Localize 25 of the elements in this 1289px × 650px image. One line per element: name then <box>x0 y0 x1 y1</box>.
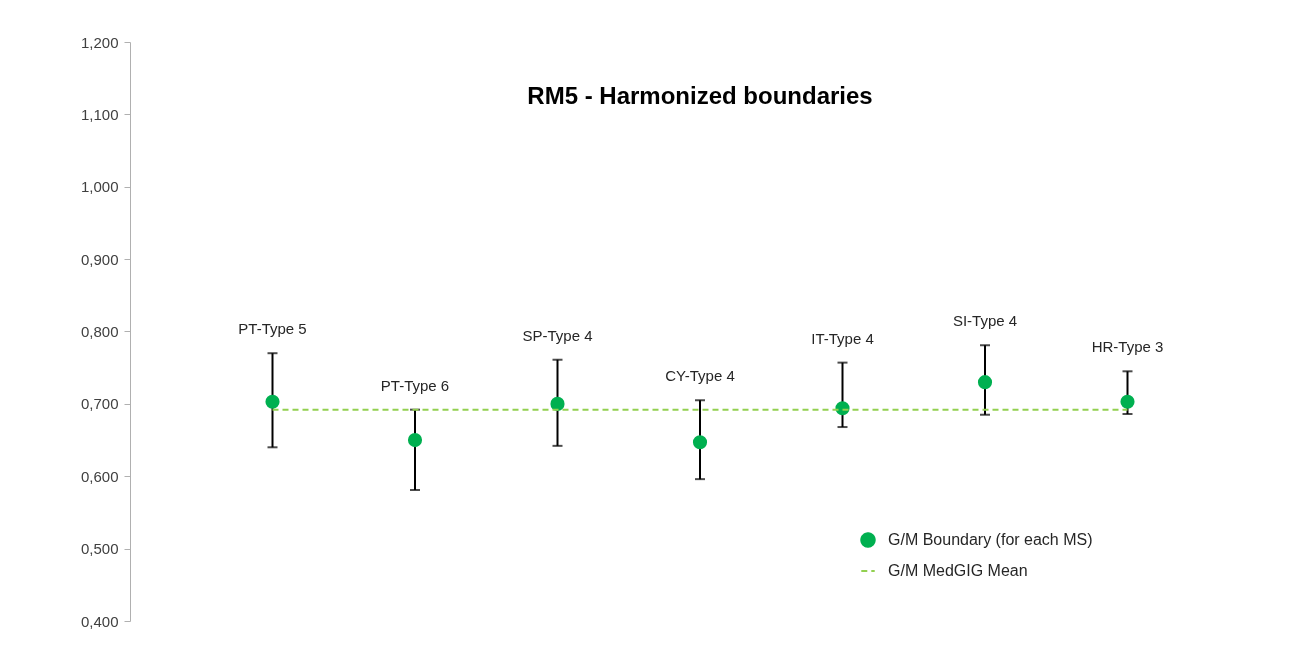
point <box>1120 394 1135 409</box>
x-tick-label: CY-Type 4 <box>665 367 735 385</box>
y-tick-label: 1,000 <box>80 178 119 196</box>
y-tick-label: 0,900 <box>80 250 119 268</box>
y-tick-label: 1,200 <box>80 33 119 51</box>
legend-label: G/M MedGIG Mean <box>888 562 1028 579</box>
point <box>407 433 423 448</box>
y-tick-label: 1,100 <box>80 105 119 123</box>
point <box>550 396 565 411</box>
x-tick-label: HR-Type 3 <box>1091 338 1164 356</box>
x-tick-label: IT-Type 4 <box>811 329 874 347</box>
text: RM5 - Harmonized boundaries <box>527 82 873 109</box>
x-tick-label: PT-Type 5 <box>238 320 307 338</box>
y-tick-label: 0,700 <box>80 395 119 413</box>
x-tick-label: PT-Type 6 <box>380 376 450 394</box>
x-tick-label: SP-Type 4 <box>522 326 593 344</box>
y-tick-label: 0,400 <box>80 612 119 630</box>
y-tick-label: 0,500 <box>80 540 119 558</box>
y-tick-label: 0,800 <box>80 323 119 340</box>
y-tick-label: 0,600 <box>80 467 119 485</box>
point <box>265 394 280 409</box>
x-tick-label: SI-Type 4 <box>952 312 1018 330</box>
point <box>977 375 993 390</box>
point <box>692 435 708 450</box>
legend-label: G/M Boundary (for each MS) <box>888 531 1093 548</box>
